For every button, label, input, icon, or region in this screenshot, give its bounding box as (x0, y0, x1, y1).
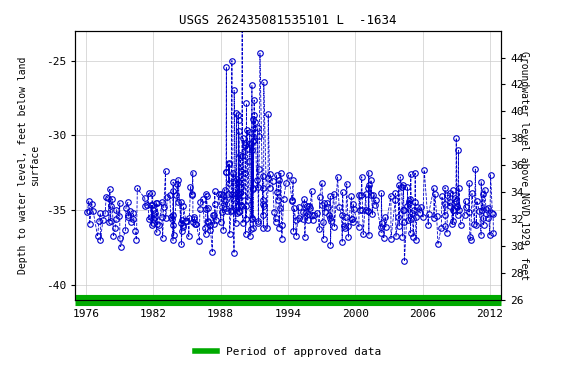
Y-axis label: Groundwater level above NGVD 1929, feet: Groundwater level above NGVD 1929, feet (519, 51, 529, 280)
Y-axis label: Depth to water level, feet below land
surface: Depth to water level, feet below land su… (18, 56, 40, 274)
Title: USGS 262435081535101 L  -1634: USGS 262435081535101 L -1634 (179, 14, 397, 27)
Legend: Period of approved data: Period of approved data (191, 342, 385, 361)
